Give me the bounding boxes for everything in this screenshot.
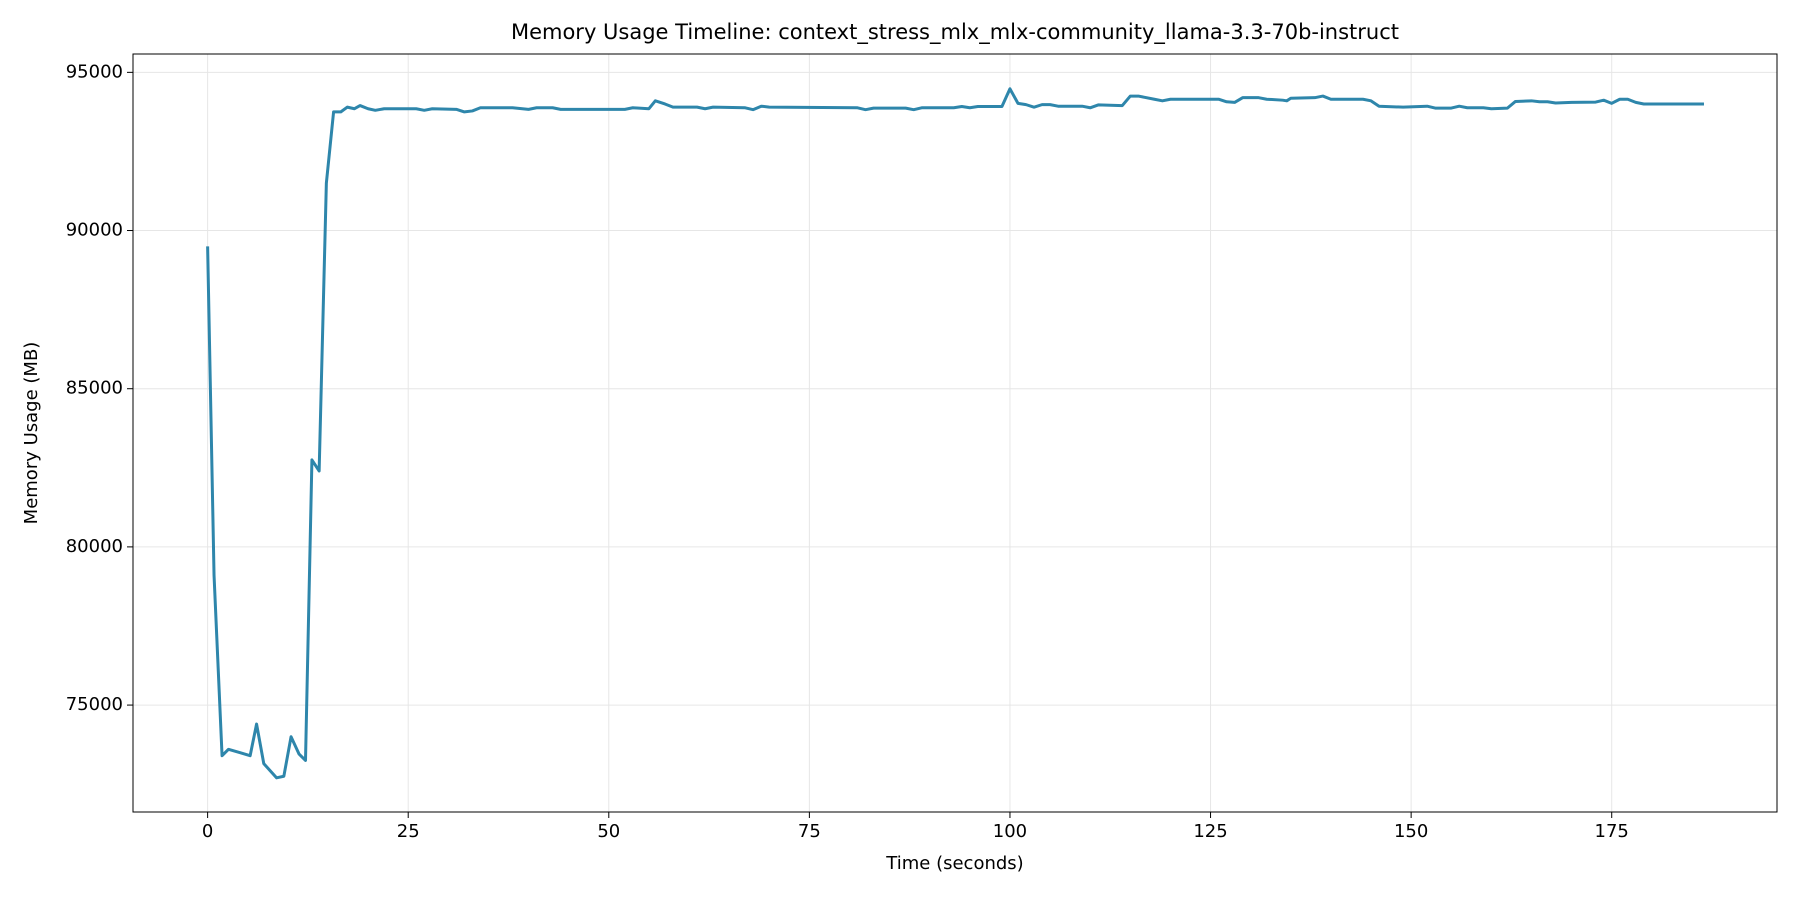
x-tick-label: 150 bbox=[1394, 821, 1428, 842]
x-tick-label: 100 bbox=[993, 821, 1027, 842]
x-axis-label: Time (seconds) bbox=[885, 853, 1023, 874]
chart-title: Memory Usage Timeline: context_stress_ml… bbox=[511, 20, 1399, 45]
y-tick-label: 90000 bbox=[66, 220, 123, 241]
data-line bbox=[206, 87, 1704, 780]
x-tick-label: 25 bbox=[397, 821, 420, 842]
x-tick-label: 0 bbox=[202, 821, 213, 842]
x-tick-label: 175 bbox=[1595, 821, 1629, 842]
y-tick-label: 95000 bbox=[66, 61, 123, 82]
x-tick-label: 75 bbox=[798, 821, 821, 842]
y-tick-label: 80000 bbox=[66, 536, 123, 557]
y-axis-label: Memory Usage (MB) bbox=[21, 342, 42, 525]
x-tick-label: 50 bbox=[597, 821, 620, 842]
y-tick-label: 85000 bbox=[66, 378, 123, 399]
x-tick-label: 125 bbox=[1193, 821, 1227, 842]
plot-frame bbox=[132, 53, 1778, 813]
y-tick-label: 75000 bbox=[66, 694, 123, 715]
